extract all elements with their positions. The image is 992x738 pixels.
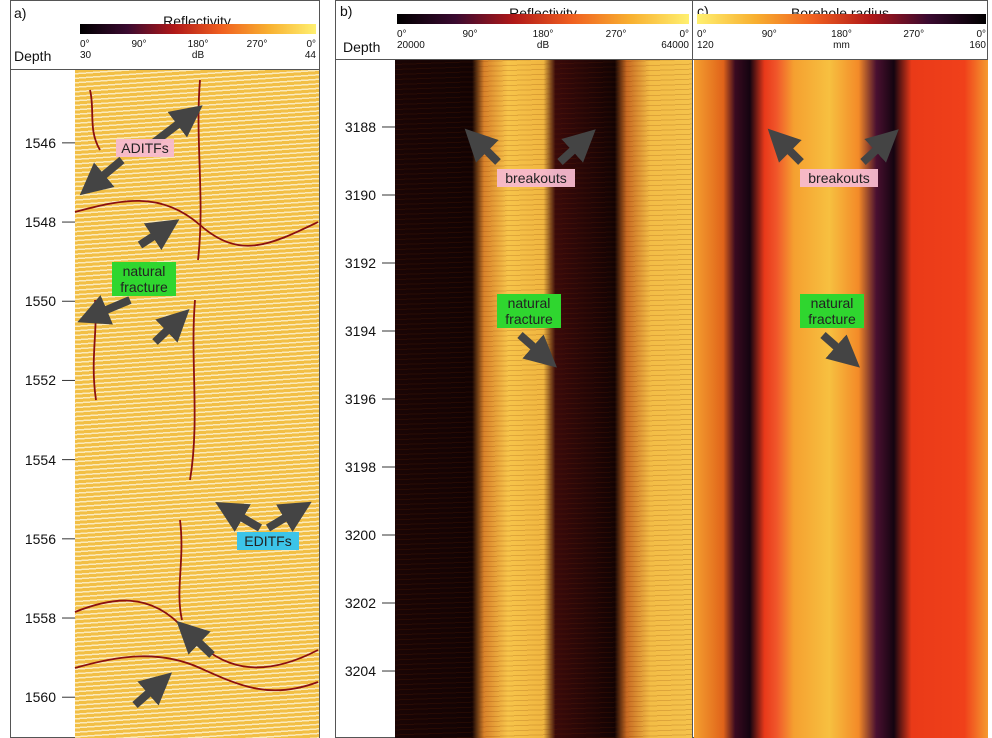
colorbar (397, 14, 689, 24)
arrow (140, 228, 166, 245)
colorbar-tick-label: 0° (397, 30, 407, 40)
arrow (520, 335, 545, 357)
colorbar-tick-label: 90° (762, 30, 777, 40)
depth-tick-label: 3192 (345, 256, 376, 270)
colorbar-min: 30 (80, 51, 91, 61)
arrow (560, 140, 584, 162)
annotation: natural fracture (497, 294, 561, 328)
arrow (155, 320, 178, 342)
colorbar-unit: dB (192, 51, 204, 61)
colorbar-tick-label: 0° (80, 40, 90, 50)
colorbar-max: 44 (305, 51, 316, 61)
colorbar-tick-label: 0° (306, 40, 316, 50)
annotation: natural fracture (112, 262, 176, 296)
arrow (92, 300, 130, 316)
depth-tick-label: 3188 (345, 120, 376, 134)
arrow (823, 335, 848, 357)
colorbar-tick-label: 90° (462, 30, 477, 40)
arrow (92, 160, 122, 185)
overlay (0, 0, 992, 738)
colorbar-tick-label: 270° (247, 40, 268, 50)
colorbar-tick-label: 270° (606, 30, 627, 40)
colorbar-min: 20000 (397, 41, 425, 51)
depth-tick-label: 1550 (25, 294, 56, 308)
depth-tick-label: 3198 (345, 460, 376, 474)
colorbar-tick-label: 0° (976, 30, 986, 40)
colorbar-max: 64000 (661, 41, 689, 51)
depth-tick-label: 1546 (25, 136, 56, 150)
colorbar-tick-label: 0° (679, 30, 689, 40)
depth-tick-label: 3202 (345, 596, 376, 610)
arrow (476, 140, 498, 162)
depth-tick-label: 1560 (25, 690, 56, 704)
annotation: breakouts (497, 169, 575, 187)
colorbar-tick-label: 180° (831, 30, 852, 40)
arrow (135, 683, 160, 705)
colorbar-max: 160 (969, 41, 986, 51)
colorbar-min: 120 (697, 41, 714, 51)
annotation: breakouts (800, 169, 878, 187)
colorbar-tick-label: 180° (188, 40, 209, 50)
colorbar-tick-label: 270° (903, 30, 924, 40)
arrow (268, 510, 298, 528)
depth-tick-label: 3200 (345, 528, 376, 542)
depth-tick-label: 1556 (25, 532, 56, 546)
depth-tick-label: 3194 (345, 324, 376, 338)
colorbar (697, 14, 986, 24)
colorbar-tick-label: 90° (131, 40, 146, 50)
annotation: natural fracture (800, 294, 864, 328)
depth-tick-label: 3204 (345, 664, 376, 678)
arrow (779, 140, 801, 162)
colorbar-unit: dB (537, 41, 549, 51)
figure: a)Reflectivity0°90°180°270°0°30dB44Depth… (0, 0, 992, 738)
depth-tick-label: 1548 (25, 215, 56, 229)
depth-tick-label: 1558 (25, 611, 56, 625)
colorbar (80, 24, 316, 34)
depth-tick-label: 1552 (25, 373, 56, 387)
depth-tick-label: 1554 (25, 453, 56, 467)
panel-label: b) (340, 4, 352, 18)
depth-label: Depth (14, 49, 51, 63)
colorbar-tick-label: 180° (533, 30, 554, 40)
panel-label: a) (14, 6, 26, 20)
arrow (863, 140, 887, 162)
colorbar-tick-label: 0° (697, 30, 707, 40)
annotation: EDITFs (237, 532, 299, 550)
arrow (229, 510, 260, 528)
depth-tick-label: 3196 (345, 392, 376, 406)
depth-tick-label: 3190 (345, 188, 376, 202)
arrow (188, 632, 212, 655)
annotation: ADITFs (116, 139, 174, 157)
depth-label: Depth (343, 40, 380, 54)
colorbar-unit: mm (833, 41, 850, 51)
